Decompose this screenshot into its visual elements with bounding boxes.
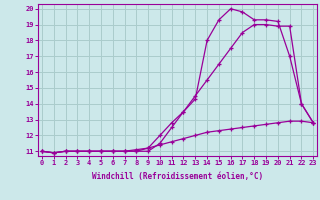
X-axis label: Windchill (Refroidissement éolien,°C): Windchill (Refroidissement éolien,°C) [92,172,263,181]
